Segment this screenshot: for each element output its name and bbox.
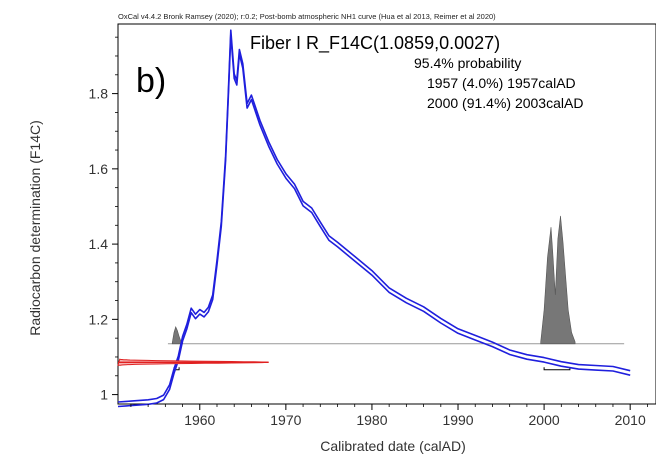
measurement-layer [117, 358, 269, 366]
sample-title: Fiber I R_F14C(1.0859,0.0027) [250, 33, 500, 54]
panel-label: b) [136, 62, 166, 100]
x-tick-label-1990: 1990 [442, 412, 473, 428]
x-tick-label-2000: 2000 [529, 412, 560, 428]
posterior-peak-2 [540, 215, 576, 345]
x-tick-label-1970: 1970 [270, 412, 301, 428]
y-tick-label-1: 1.2 [89, 311, 109, 327]
probability-line-2: 2000 (91.4%) 2003calAD [427, 95, 583, 111]
probability-line-1: 1957 (4.0%) 1957calAD [427, 75, 576, 91]
calibration-curve-lower [117, 34, 631, 408]
chart-credit: OxCal v4.4.2 Bronk Ramsey (2020); r:0.2;… [118, 12, 496, 21]
y-tick-label-2: 1.4 [89, 236, 109, 252]
calibration-curve-upper [117, 29, 631, 403]
y-tick-label-4: 1.8 [89, 86, 109, 102]
axis-ticks: 1960 1970 1980 1990 2000 2010 1 1.2 1.4 1.6 1.8 [89, 36, 648, 428]
y-tick-label-3: 1.6 [89, 161, 109, 177]
calibration-curve-layer [117, 29, 631, 408]
x-tick-label-1960: 1960 [184, 412, 215, 428]
hpd-range-2 [543, 367, 571, 371]
probability-header: 95.4% probability [414, 55, 521, 71]
x-tick-label-1980: 1980 [356, 412, 387, 428]
y-tick-label-0: 1 [100, 387, 108, 403]
posterior-layer [167, 215, 625, 371]
x-axis-label: Calibrated date (calAD) [320, 438, 466, 454]
plot-frame [117, 23, 656, 405]
y-axis-label: Radiocarbon determination (F14C) [27, 120, 43, 336]
x-tick-label-2010: 2010 [615, 412, 646, 428]
